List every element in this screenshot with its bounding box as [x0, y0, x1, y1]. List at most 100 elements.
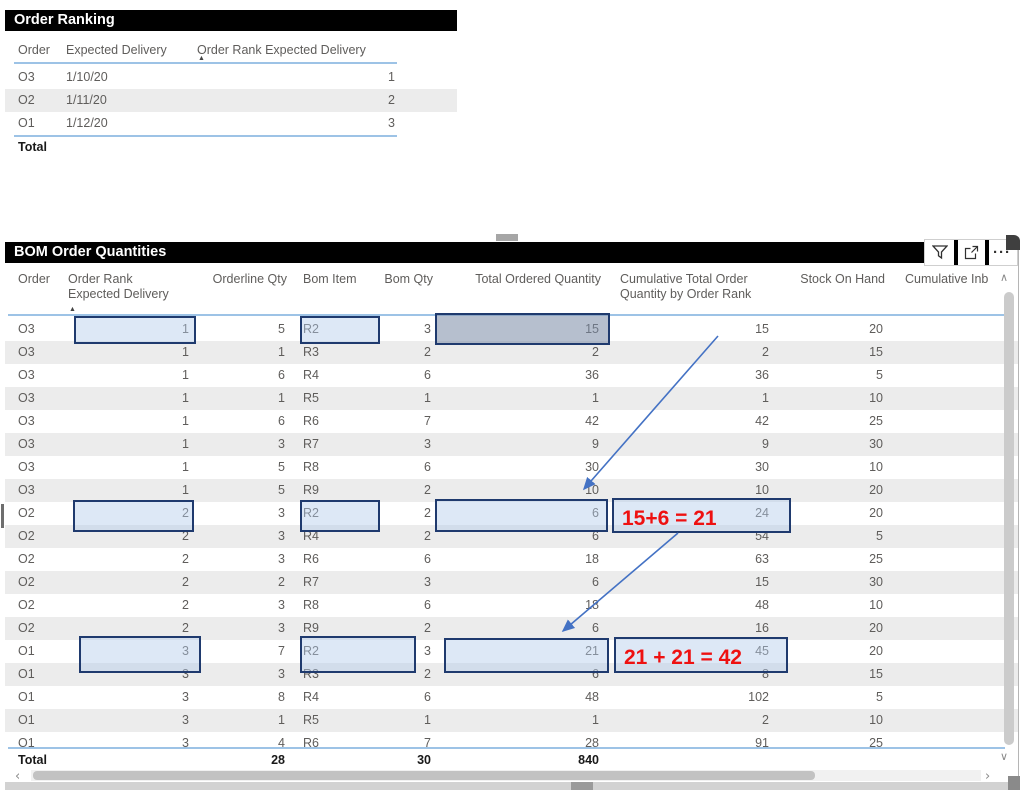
table-cell: R6 [303, 414, 319, 428]
table-cell: R9 [303, 621, 319, 635]
table-cell [885, 709, 1003, 732]
table-cell: 3 [182, 736, 189, 747]
table-cell: 91 [755, 736, 769, 747]
table-cell: 2 [182, 506, 189, 520]
table-cell: 30 [869, 575, 883, 589]
table-row: O2 2 3 R2 2 6 24 20 [5, 502, 1018, 525]
scroll-left-icon[interactable]: ‹ [15, 769, 21, 784]
more-options-icon[interactable]: ··· [993, 243, 1011, 261]
table-cell [885, 456, 1003, 479]
filter-icon[interactable] [926, 240, 953, 265]
table-cell: 18 [585, 552, 599, 566]
table-cell: 20 [869, 483, 883, 497]
column-header[interactable]: Orderline Qty [212, 272, 287, 286]
table-cell [885, 341, 1003, 364]
table-cell: 10 [869, 391, 883, 405]
table-cell: 10 [869, 598, 883, 612]
table-row: O3 1 6 R4 6 36 36 5 [5, 364, 1018, 387]
column-header[interactable]: Bom Item [303, 272, 357, 286]
table-cell: 3 [278, 598, 285, 612]
table-cell: 3 [278, 552, 285, 566]
order-ranking-visual: Order Ranking Order Expected Delivery Orde… [5, 10, 457, 170]
table-cell: 54 [755, 529, 769, 543]
table-cell: 1 [182, 391, 189, 405]
total-label: Total [18, 140, 47, 154]
table-row: O1 3 3 R3 2 6 8 15 [5, 663, 1018, 686]
table-row: O3 1/10/20 1 [5, 66, 457, 89]
scroll-up-icon[interactable]: ∧ [1000, 271, 1009, 284]
table-cell: 5 [876, 690, 883, 704]
vertical-scrollbar-thumb[interactable] [1004, 292, 1014, 745]
column-header[interactable]: Stock On Hand [800, 272, 885, 286]
table-cell: R5 [303, 713, 319, 727]
table-cell: 20 [869, 644, 883, 658]
table-cell: 30 [755, 460, 769, 474]
table-cell: 7 [424, 736, 431, 747]
table-cell: 1 [182, 322, 189, 336]
table-cell: 2 [424, 506, 431, 520]
table-cell: O3 [18, 437, 35, 451]
table-cell: 1 [592, 713, 599, 727]
table-cell: O2 [18, 552, 35, 566]
table-cell: 6 [424, 552, 431, 566]
table-row: O1 3 8 R4 6 48 102 5 [5, 686, 1018, 709]
table-row: O1 1/12/20 3 [5, 112, 457, 135]
table-cell: 21 [585, 644, 599, 658]
table-cell [885, 433, 1003, 456]
table-cell: R4 [303, 529, 319, 543]
column-header[interactable]: Order [18, 43, 50, 57]
column-header[interactable]: Order Rank Expected Delivery [68, 272, 169, 301]
scroll-right-icon[interactable]: › [985, 769, 991, 784]
visual-drag-handle-top[interactable] [496, 234, 518, 241]
table-cell: O1 [18, 736, 35, 747]
table-cell: 3 [424, 437, 431, 451]
table-row: O3 1 6 R6 7 42 42 25 [5, 410, 1018, 433]
table-cell [885, 640, 1003, 663]
column-header[interactable]: Order [18, 272, 50, 286]
table-cell: R6 [303, 736, 319, 747]
table-cell: 28 [585, 736, 599, 747]
table-cell [885, 364, 1003, 387]
header-divider [8, 314, 1005, 316]
sort-ascending-icon: ▲ [198, 55, 205, 62]
table-cell [885, 686, 1003, 709]
focus-mode-icon[interactable] [958, 240, 985, 265]
table-cell: 10 [755, 483, 769, 497]
horizontal-scrollbar-thumb[interactable] [33, 771, 815, 780]
table-cell: 48 [755, 598, 769, 612]
column-header[interactable]: Total Ordered Quantity [475, 272, 601, 286]
table-cell: 2 [592, 345, 599, 359]
bom-title: BOM Order Quantities [14, 244, 167, 260]
column-header[interactable]: Order Rank Expected Delivery [197, 43, 366, 57]
visual-drag-handle-left[interactable] [1, 504, 4, 528]
table-cell: 5 [876, 529, 883, 543]
table-cell: R9 [303, 483, 319, 497]
table-cell: 18 [585, 598, 599, 612]
table-cell: R3 [303, 667, 319, 681]
column-header[interactable]: Expected Delivery [66, 43, 167, 57]
order-ranking-title-bar[interactable]: Order Ranking [5, 10, 457, 31]
table-cell: 20 [869, 621, 883, 635]
table-cell: O3 [18, 368, 35, 382]
visual-drag-handle-bottom[interactable] [571, 782, 593, 790]
visual-resize-corner[interactable] [1008, 776, 1020, 790]
column-header[interactable]: Bom Qty [384, 272, 433, 286]
table-row: O2 2 2 R7 3 6 15 30 [5, 571, 1018, 594]
table-cell: 2 [182, 621, 189, 635]
table-cell: 1 [182, 460, 189, 474]
column-header[interactable]: Cumulative Total Order Quantity by Order… [620, 272, 752, 301]
bom-order-quantities-visual: BOM Order Quantities ··· Order Order Rank… [1, 234, 1020, 790]
column-header[interactable]: Cumulative Inb [905, 272, 989, 286]
table-cell: O2 [18, 93, 35, 107]
table-cell: 15 [869, 345, 883, 359]
table-row: O3 1 5 R8 6 30 30 10 [5, 456, 1018, 479]
table-cell: 3 [424, 575, 431, 589]
bom-title-bar[interactable]: BOM Order Quantities [5, 242, 1018, 263]
table-cell: R8 [303, 598, 319, 612]
table-cell: O2 [18, 621, 35, 635]
table-cell: R5 [303, 391, 319, 405]
table-cell: O3 [18, 414, 35, 428]
table-cell: 42 [755, 414, 769, 428]
table-cell: O3 [18, 322, 35, 336]
scroll-down-icon[interactable]: ∨ [1000, 750, 1009, 763]
